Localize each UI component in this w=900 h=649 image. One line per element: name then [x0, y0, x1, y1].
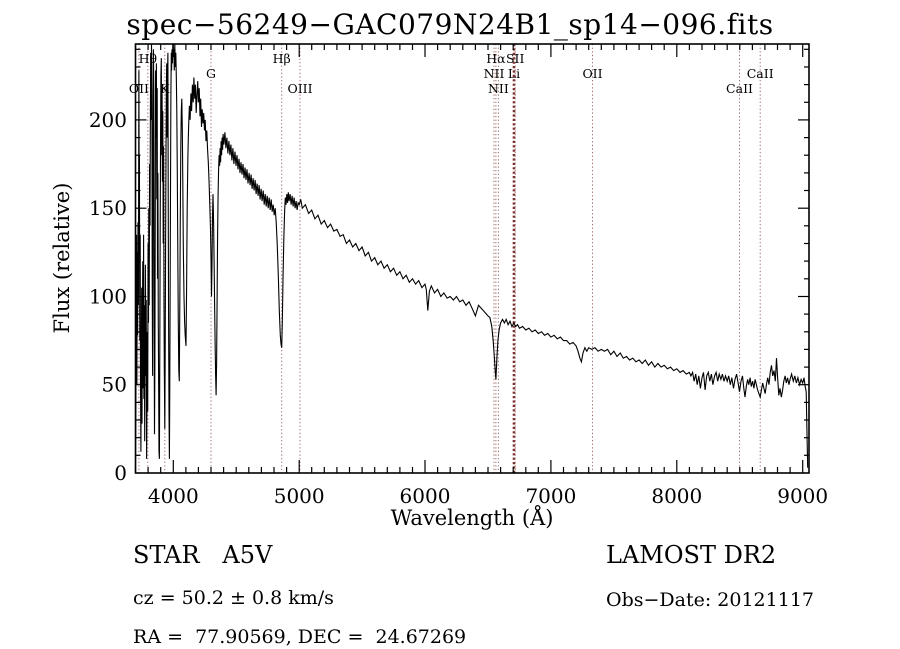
spectral-line-label: SII	[506, 51, 525, 66]
plot-frame	[134, 43, 810, 474]
spectral-line-label: Li	[508, 66, 520, 81]
axis-ticks	[134, 44, 809, 473]
y-tick-label: 200	[89, 108, 127, 132]
x-tick-label: 4000	[148, 484, 199, 508]
x-tick-label: 5000	[274, 484, 325, 508]
spectral-line-label: NII	[488, 81, 509, 96]
x-tick-label: 7000	[525, 484, 576, 508]
x-tick-label: 8000	[651, 484, 702, 508]
spectral-line-label: CaII	[726, 81, 753, 96]
obs-date: Obs−Date: 20121117	[606, 589, 814, 611]
spectral-line-label: G	[206, 66, 216, 81]
spectral-line-label: CaII	[747, 66, 774, 81]
y-tick-label: 150	[89, 196, 127, 220]
object-class-label: STAR A5V	[133, 541, 273, 569]
x-tick-label: 6000	[400, 484, 451, 508]
survey-label: LAMOST DR2	[606, 541, 777, 569]
plot-title: spec−56249−GAC079N24B1_sp14−096.fits	[126, 8, 774, 41]
spectral-line-label: OIII	[287, 81, 312, 96]
spectral-line-label: Hβ	[273, 51, 291, 66]
x-tick-label: 9000	[777, 484, 828, 508]
spectral-line-label: OII	[582, 66, 602, 81]
spectral-line-label: Hα	[486, 51, 506, 66]
spectrum-line	[135, 44, 809, 470]
spectral-line-label: K	[160, 81, 170, 96]
y-tick-label: 100	[89, 285, 127, 309]
spectral-line-label: NII	[484, 66, 505, 81]
cz-value: cz = 50.2 ± 0.8 km/s	[133, 587, 334, 609]
spectral-line-label: Hθ	[139, 51, 157, 66]
ra-dec-value: RA = 77.90569, DEC = 24.67269	[133, 626, 467, 648]
y-tick-label: 0	[114, 461, 127, 485]
y-tick-label: 50	[102, 373, 127, 397]
x-axis-label: Wavelength (Å)	[390, 506, 554, 530]
